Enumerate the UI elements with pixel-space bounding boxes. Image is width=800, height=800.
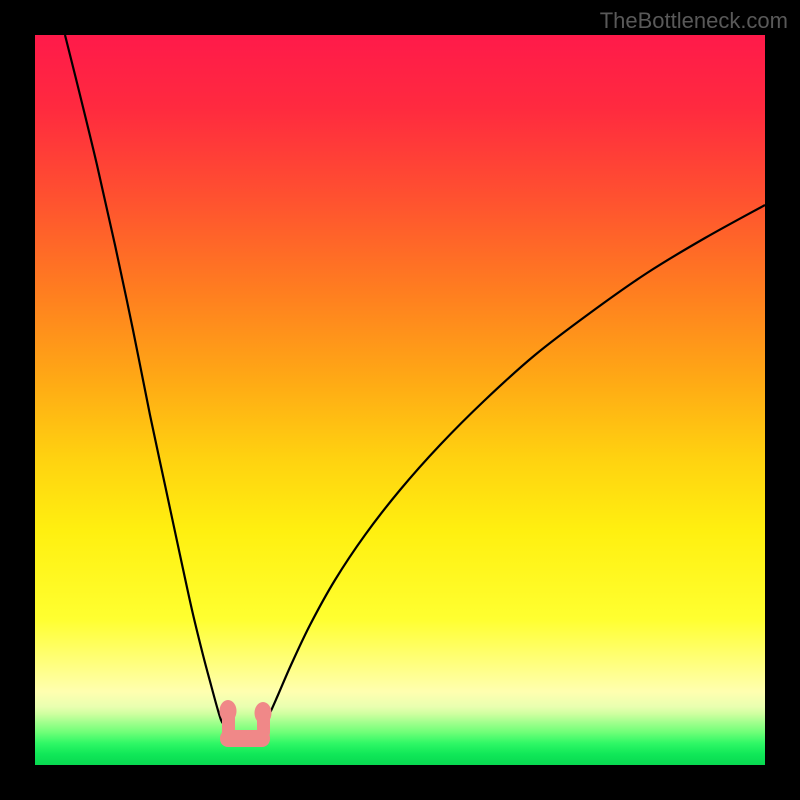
chart-svg bbox=[35, 35, 765, 765]
plot-area bbox=[35, 35, 765, 765]
watermark-text: TheBottleneck.com bbox=[600, 8, 788, 34]
chart-container: TheBottleneck.com bbox=[0, 0, 800, 800]
gradient-background bbox=[35, 35, 765, 765]
